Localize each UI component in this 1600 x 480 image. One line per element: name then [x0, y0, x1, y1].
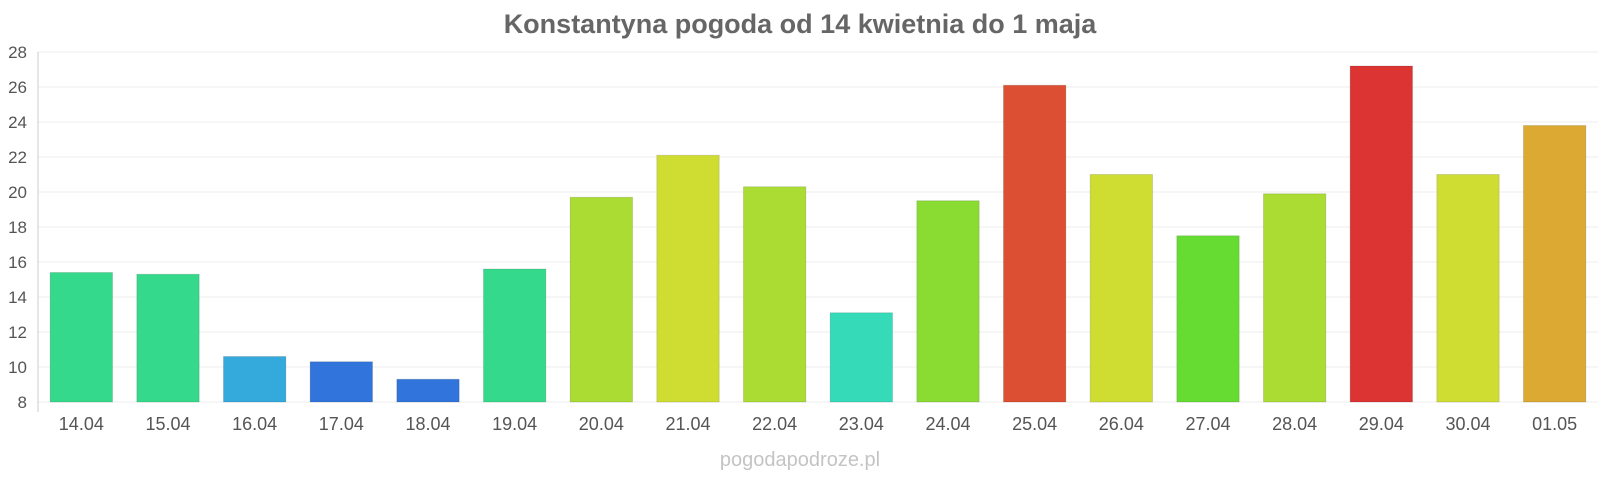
bar: [309, 361, 374, 403]
bar: [222, 356, 287, 403]
x-tick-label: 25.04: [1012, 414, 1057, 434]
bars: [49, 65, 1587, 403]
y-axis: 8 10 12 14 16 18 20 22 24 26 28: [8, 43, 39, 412]
bar: [1436, 174, 1500, 403]
bar: [829, 312, 894, 403]
y-tick-label: 16: [8, 253, 27, 272]
y-tick-label: 26: [8, 78, 27, 97]
y-tick-label: 18: [8, 218, 27, 237]
y-tick-label: 20: [8, 183, 27, 202]
x-tick-label: 14.04: [59, 414, 104, 434]
bar: [396, 378, 460, 403]
bar: [482, 268, 547, 403]
grid-lines: [38, 51, 1598, 403]
y-tick-label: 8: [18, 393, 27, 412]
y-tick-label: 12: [8, 323, 27, 342]
watermark: pogodapodroze.pl: [720, 449, 880, 471]
x-tick-label: 27.04: [1185, 414, 1230, 434]
bar: [1089, 174, 1154, 403]
x-tick-label: 29.04: [1359, 414, 1404, 434]
y-tick-label: 14: [8, 288, 27, 307]
bar: [1262, 193, 1327, 403]
x-tick-label: 23.04: [839, 414, 884, 434]
x-tick-label: 18.04: [405, 414, 450, 434]
x-tick-label: 16.04: [232, 414, 277, 434]
bar: [1002, 84, 1067, 403]
bar: [1522, 125, 1587, 403]
y-tick-label: 22: [8, 148, 27, 167]
bar: [656, 154, 720, 403]
y-tick-label: 10: [8, 358, 27, 377]
x-tick-label: 17.04: [319, 414, 364, 434]
bar: [916, 200, 980, 403]
x-tick-label: 28.04: [1272, 414, 1317, 434]
x-tick-label: 22.04: [752, 414, 797, 434]
x-tick-label: 24.04: [925, 414, 970, 434]
y-tick-label: 24: [8, 113, 27, 132]
x-tick-label: 19.04: [492, 414, 537, 434]
bar: [569, 196, 634, 403]
bar: [136, 273, 200, 403]
bar: [742, 186, 807, 403]
x-axis: 14.04 15.04 16.04 17.04 18.04 19.04 20.04 21.04…: [59, 414, 1577, 434]
y-tick-label: 28: [8, 43, 27, 62]
bar: [1176, 235, 1240, 403]
chart-title: Konstantyna pogoda od 14 kwietnia do 1 m…: [504, 9, 1098, 39]
x-tick-label: 01.05: [1532, 414, 1577, 434]
x-tick-label: 20.04: [579, 414, 624, 434]
bar: [1349, 65, 1414, 403]
x-tick-label: 26.04: [1099, 414, 1144, 434]
x-tick-label: 30.04: [1445, 414, 1490, 434]
x-tick-label: 21.04: [665, 414, 710, 434]
x-tick-label: 15.04: [145, 414, 190, 434]
bar: [49, 272, 114, 403]
